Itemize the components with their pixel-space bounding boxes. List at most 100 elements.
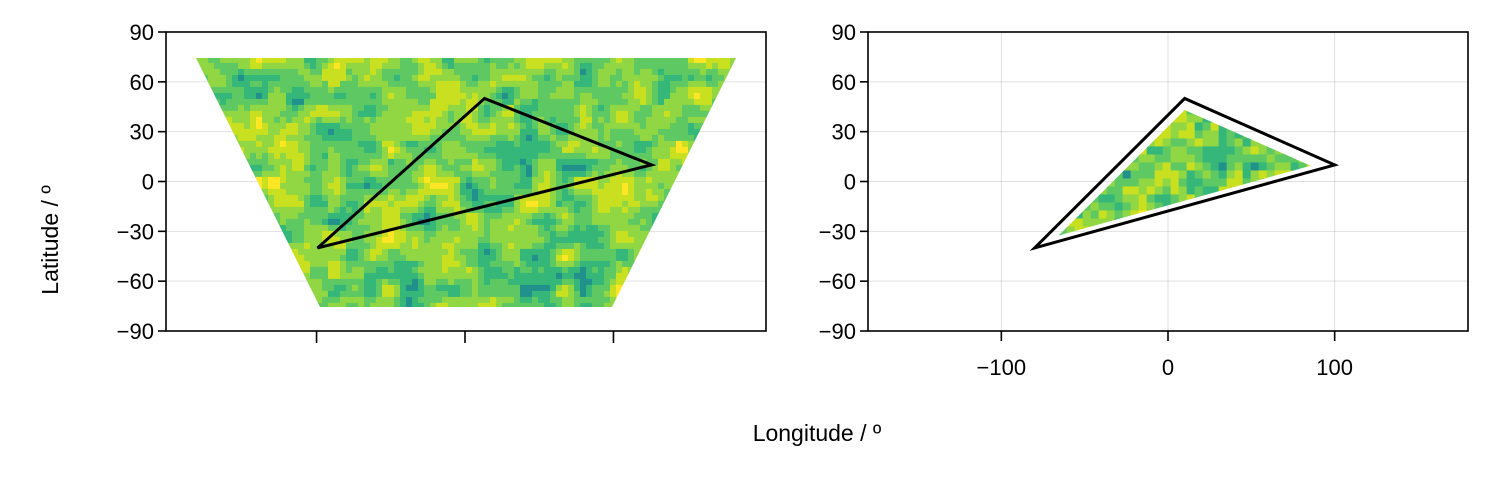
contour-cell bbox=[406, 290, 413, 298]
contour-cell bbox=[442, 248, 449, 256]
contour-cell bbox=[658, 284, 665, 292]
contour-cell bbox=[730, 122, 736, 130]
contour-cell bbox=[634, 260, 641, 268]
contour-cell bbox=[322, 152, 329, 160]
contour-cell bbox=[388, 80, 395, 88]
contour-cell bbox=[1226, 226, 1236, 235]
contour-cell bbox=[712, 188, 719, 196]
contour-cell bbox=[688, 224, 695, 232]
contour-cell bbox=[538, 86, 545, 94]
contour-cell bbox=[604, 92, 611, 100]
contour-cell bbox=[628, 62, 635, 70]
contour-cell bbox=[676, 128, 683, 136]
contour-cell bbox=[448, 290, 455, 298]
contour-cell bbox=[238, 58, 245, 64]
contour-cell bbox=[1123, 98, 1132, 107]
contour-cell bbox=[1298, 138, 1308, 147]
contour-cell bbox=[1202, 114, 1212, 123]
contour-cell bbox=[508, 182, 515, 190]
contour-cell bbox=[214, 98, 221, 106]
contour-cell bbox=[652, 182, 659, 190]
contour-cell bbox=[370, 128, 377, 136]
contour-cell bbox=[676, 104, 683, 112]
contour-cell bbox=[226, 170, 233, 178]
contour-cell bbox=[1114, 226, 1124, 235]
contour-cell bbox=[250, 116, 257, 124]
contour-cell bbox=[466, 58, 473, 64]
contour-cell bbox=[250, 230, 257, 238]
contour-cell bbox=[1043, 162, 1052, 171]
contour-cell bbox=[514, 248, 521, 256]
contour-cell bbox=[1186, 109, 1196, 115]
contour-cell bbox=[298, 176, 305, 184]
contour-cell bbox=[646, 146, 653, 154]
contour-cell bbox=[454, 278, 461, 286]
contour-cell bbox=[412, 62, 419, 70]
contour-cell bbox=[1162, 234, 1172, 236]
contour-cell bbox=[286, 104, 293, 112]
contour-cell bbox=[280, 98, 287, 106]
contour-cell bbox=[1091, 98, 1100, 107]
contour-cell bbox=[280, 218, 287, 226]
contour-cell bbox=[1154, 154, 1164, 163]
contour-cell bbox=[1106, 114, 1116, 123]
contour-cell bbox=[664, 194, 671, 202]
contour-cell bbox=[1202, 170, 1212, 179]
contour-cell bbox=[460, 290, 467, 298]
contour-cell bbox=[646, 188, 653, 196]
contour-cell bbox=[724, 164, 731, 172]
contour-cell bbox=[1266, 146, 1276, 155]
contour-cell bbox=[436, 104, 443, 112]
contour-cell bbox=[430, 218, 437, 226]
contour-cell bbox=[718, 224, 725, 232]
contour-cell bbox=[322, 92, 329, 100]
contour-cell bbox=[310, 86, 317, 94]
contour-cell bbox=[724, 194, 731, 202]
contour-cell bbox=[232, 266, 239, 274]
contour-cell bbox=[1090, 234, 1100, 236]
contour-cell bbox=[334, 272, 341, 280]
contour-cell bbox=[430, 74, 437, 82]
contour-cell bbox=[658, 92, 665, 100]
contour-cell bbox=[628, 86, 635, 94]
contour-cell bbox=[364, 58, 371, 64]
contour-cell bbox=[622, 284, 629, 292]
contour-cell bbox=[268, 302, 275, 307]
contour-cell bbox=[304, 98, 311, 106]
contour-cell bbox=[700, 296, 707, 304]
contour-cell bbox=[280, 170, 287, 178]
contour-cell bbox=[526, 200, 533, 208]
contour-cell bbox=[478, 290, 485, 298]
contour-cell bbox=[592, 164, 599, 172]
contour-cell bbox=[274, 302, 281, 307]
contour-cell bbox=[298, 74, 305, 82]
contour-cell bbox=[436, 278, 443, 286]
contour-cell bbox=[388, 170, 395, 178]
contour-cell bbox=[364, 128, 371, 136]
contour-cell bbox=[1202, 210, 1212, 219]
contour-cell bbox=[1098, 218, 1108, 227]
contour-cell bbox=[574, 194, 581, 202]
contour-cell bbox=[346, 164, 353, 172]
contour-cell bbox=[616, 140, 623, 148]
contour-cell bbox=[490, 80, 497, 88]
contour-cell bbox=[646, 134, 653, 142]
contour-cell bbox=[280, 92, 287, 100]
contour-cell bbox=[316, 302, 323, 307]
contour-cell bbox=[664, 86, 671, 94]
contour-cell bbox=[394, 164, 401, 172]
contour-cell bbox=[712, 158, 719, 166]
contour-cell bbox=[304, 224, 311, 232]
contour-cell bbox=[1115, 98, 1124, 107]
contour-cell bbox=[364, 272, 371, 280]
contour-cell bbox=[520, 200, 527, 208]
contour-cell bbox=[724, 140, 731, 148]
contour-cell bbox=[316, 58, 323, 64]
right-x-ticks: −100 0 100 bbox=[977, 331, 1353, 380]
contour-cell bbox=[274, 182, 281, 190]
contour-cell bbox=[610, 68, 617, 76]
contour-cell bbox=[1299, 242, 1308, 251]
contour-cell bbox=[1323, 114, 1332, 123]
contour-cell bbox=[670, 218, 677, 226]
